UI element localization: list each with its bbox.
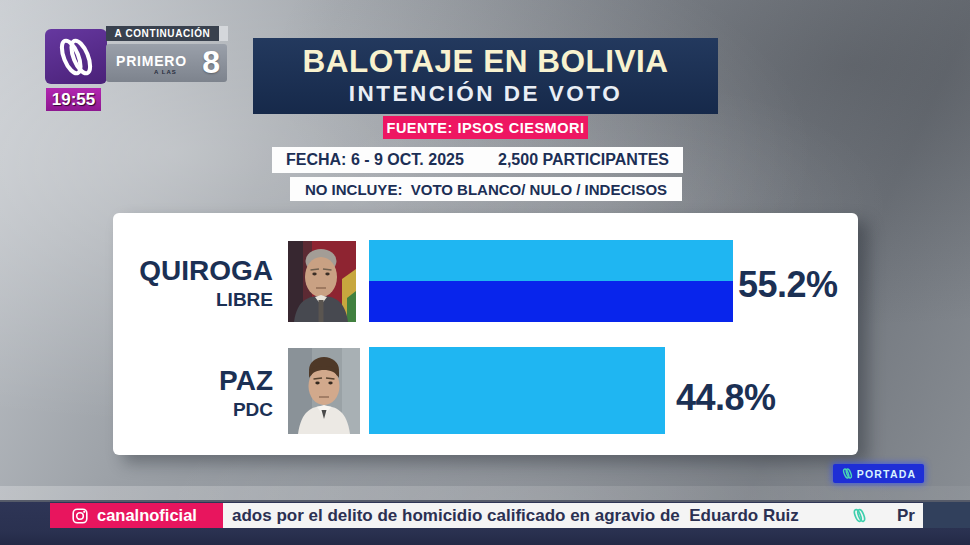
poll-date: FECHA: 6 - 9 OCT. 2025 xyxy=(286,151,464,169)
candidate-1-value: 55.2% xyxy=(738,264,838,306)
headline-banner: BALOTAJE EN BOLIVIA INTENCIÓN DE VOTO xyxy=(253,38,718,114)
ticker-top-glow xyxy=(0,486,970,500)
banner-subtitle: INTENCIÓN DE VOTO xyxy=(349,81,622,107)
candidate-2-party: PDC xyxy=(113,400,273,419)
alas-label: A LAS xyxy=(154,69,177,75)
portada-label: PORTADA xyxy=(857,468,917,480)
instagram-icon xyxy=(72,508,88,524)
clock: 19:55 xyxy=(46,88,101,111)
primero-label: PRIMERO xyxy=(116,53,187,69)
candidate-1-bar-lower xyxy=(369,281,733,322)
candidate-2-photo xyxy=(288,348,360,434)
canal-n-logo xyxy=(45,29,107,84)
candidate-2-bar xyxy=(369,347,665,434)
ticker-strip: ados por el delito de homicidio califica… xyxy=(223,503,923,528)
n-logo-icon-small xyxy=(841,467,854,480)
candidate-1-name-block: QUIROGA LIBRE xyxy=(113,257,273,309)
candidate-1-party: LIBRE xyxy=(113,290,273,309)
poll-card: QUIROGA LIBRE 55.2 xyxy=(113,213,858,455)
primero8-logo: PRIMERO A LAS 8 xyxy=(106,44,227,82)
candidate-1-bar xyxy=(369,240,733,322)
portada-badge: PORTADA xyxy=(833,464,924,483)
ticker-next-headline: Pr xyxy=(897,506,915,526)
poll-exclusion-bar: NO INCLUYE: VOTO BLANCO/ NULO / INDECISO… xyxy=(290,177,682,201)
ticker-headline: ados por el delito de homicidio califica… xyxy=(232,506,799,526)
candidate-1-name: QUIROGA xyxy=(113,257,273,285)
tv-frame: 19:55 A CONTINUACIÓN PRIMERO A LAS 8 BAL… xyxy=(0,0,970,545)
ticker-n-icon xyxy=(851,506,868,528)
next-label-end xyxy=(219,26,228,41)
candidate-2-name: PAZ xyxy=(113,367,273,395)
source-badge: FUENTE: IPSOS CIESMORI xyxy=(383,116,588,139)
banner-title: BALOTAJE EN BOLIVIA xyxy=(303,45,669,78)
instagram-handle: canalnoficial xyxy=(50,503,223,528)
next-label: A CONTINUACIÓN xyxy=(106,26,219,41)
n-logo-icon xyxy=(51,33,101,81)
eight-label: 8 xyxy=(202,44,220,81)
candidate-1-photo xyxy=(288,241,356,322)
ticker-right-panel xyxy=(923,502,970,528)
poll-meta-bar: FECHA: 6 - 9 OCT. 2025 2,500 PARTICIPANT… xyxy=(272,147,683,173)
candidate-2-value: 44.8% xyxy=(676,377,776,419)
instagram-handle-text: canalnoficial xyxy=(97,506,197,525)
poll-participants: 2,500 PARTICIPANTES xyxy=(498,151,669,169)
candidate-2-name-block: PAZ PDC xyxy=(113,367,273,419)
